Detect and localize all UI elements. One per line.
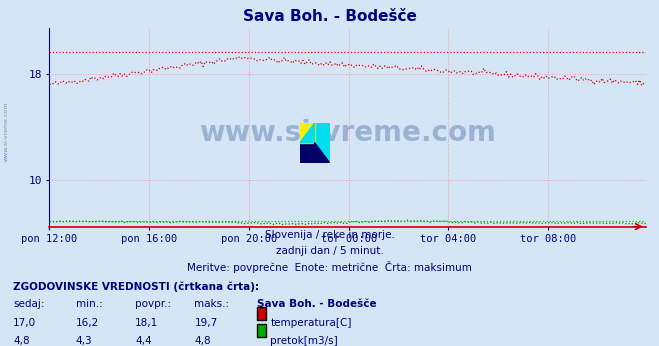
Text: Slovenija / reke in morje.: Slovenija / reke in morje. <box>264 230 395 240</box>
Polygon shape <box>300 123 315 143</box>
Bar <box>300 123 315 143</box>
Text: 4,4: 4,4 <box>135 336 152 346</box>
Bar <box>315 123 330 143</box>
Text: sedaj:: sedaj: <box>13 299 45 309</box>
Text: min.:: min.: <box>76 299 103 309</box>
Text: 4,8: 4,8 <box>13 336 30 346</box>
Text: temperatura[C]: temperatura[C] <box>270 318 352 328</box>
Bar <box>315 143 330 163</box>
Bar <box>300 143 315 163</box>
Polygon shape <box>315 143 330 163</box>
Text: 4,3: 4,3 <box>76 336 92 346</box>
Text: Meritve: povprečne  Enote: metrične  Črta: maksimum: Meritve: povprečne Enote: metrične Črta:… <box>187 261 472 273</box>
Text: Sava Boh. - Bodešče: Sava Boh. - Bodešče <box>257 299 377 309</box>
Text: Sava Boh. - Bodešče: Sava Boh. - Bodešče <box>243 9 416 24</box>
Text: 4,8: 4,8 <box>194 336 211 346</box>
Text: www.si-vreme.com: www.si-vreme.com <box>3 102 9 161</box>
Text: www.si-vreme.com: www.si-vreme.com <box>199 119 496 147</box>
Text: ZGODOVINSKE VREDNOSTI (črtkana črta):: ZGODOVINSKE VREDNOSTI (črtkana črta): <box>13 282 259 292</box>
Text: zadnji dan / 5 minut.: zadnji dan / 5 minut. <box>275 246 384 256</box>
Text: maks.:: maks.: <box>194 299 229 309</box>
Polygon shape <box>300 123 315 143</box>
Text: 19,7: 19,7 <box>194 318 217 328</box>
Text: 18,1: 18,1 <box>135 318 158 328</box>
Text: 17,0: 17,0 <box>13 318 36 328</box>
Text: 16,2: 16,2 <box>76 318 99 328</box>
Text: pretok[m3/s]: pretok[m3/s] <box>270 336 338 346</box>
Text: povpr.:: povpr.: <box>135 299 171 309</box>
Polygon shape <box>315 143 330 163</box>
